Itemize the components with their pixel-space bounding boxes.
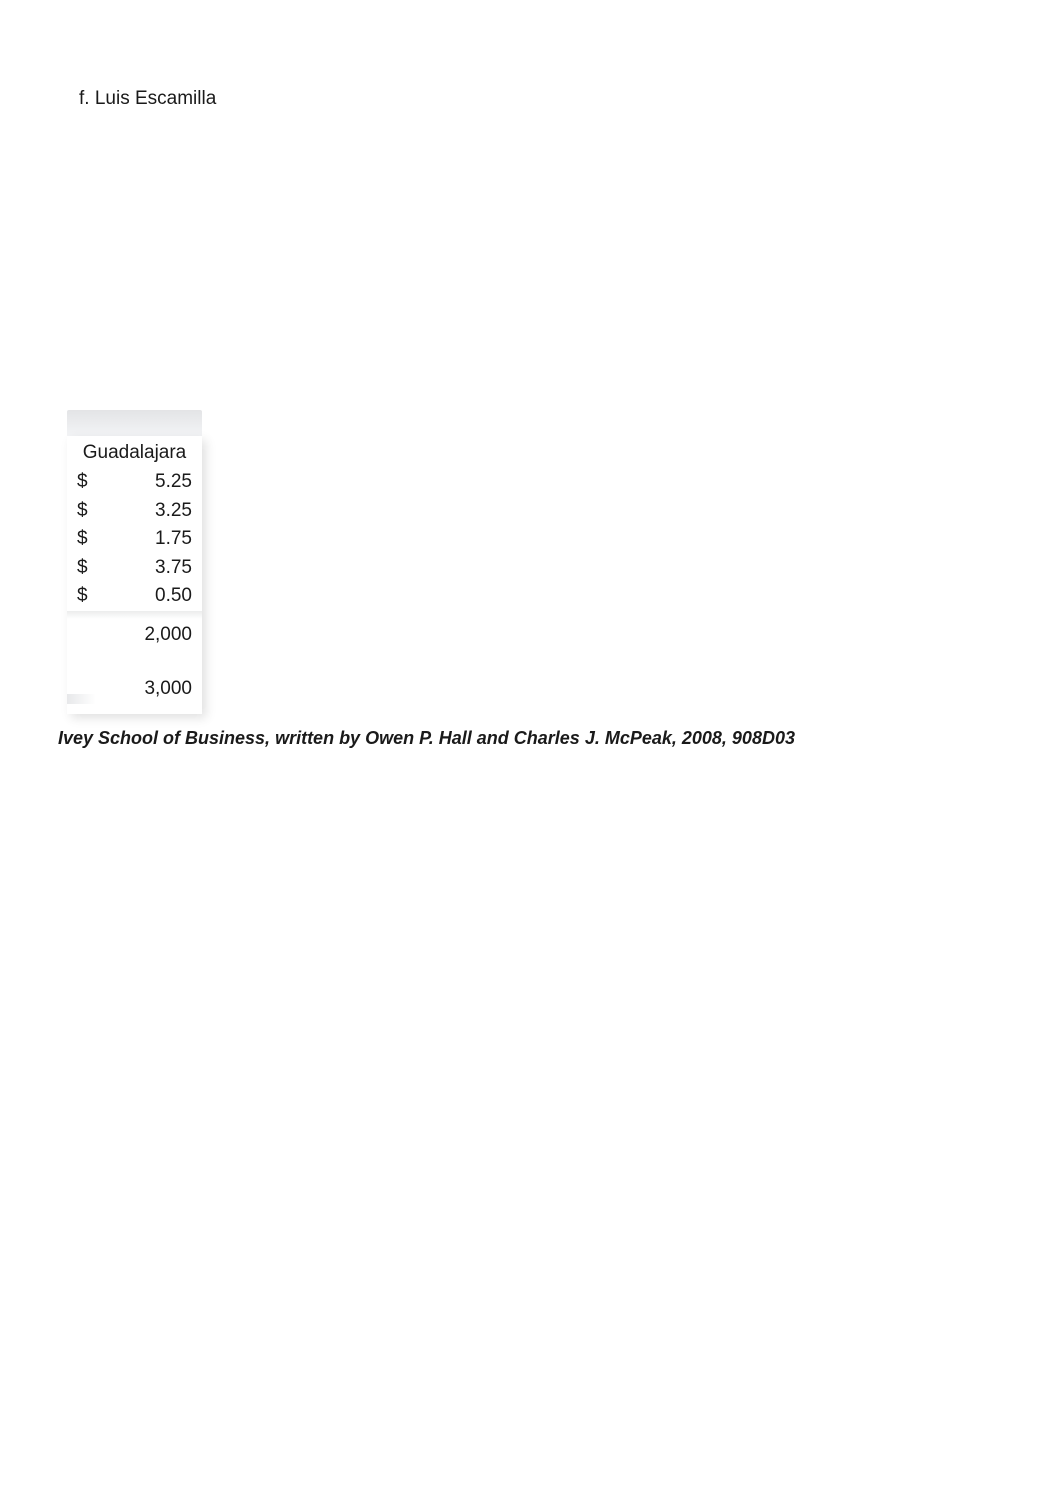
- currency-symbol: $: [77, 554, 95, 583]
- data-table: Guadalajara $ 5.25 $ 3.25 $ 1.75 $ 3.75 …: [67, 410, 202, 714]
- column-header: Guadalajara: [67, 436, 202, 468]
- citation-text: Ivey School of Business, written by Owen…: [58, 728, 795, 749]
- table-row: 2,000: [67, 621, 202, 650]
- document-page: f. Luis Escamilla Guadalajara $ 5.25 $ 3…: [0, 0, 1062, 1506]
- cell-value: 1.75: [95, 525, 192, 554]
- currency-symbol: $: [77, 497, 95, 526]
- table-top-shadow: [67, 410, 202, 436]
- currency-symbol: $: [77, 525, 95, 554]
- spacer: [67, 704, 202, 714]
- table-row: $ 5.25: [67, 468, 202, 497]
- table-row: $ 1.75: [67, 525, 202, 554]
- cell-value: 0.50: [95, 582, 192, 611]
- currency-symbol: $: [77, 582, 95, 611]
- cell-value: 5.25: [95, 468, 192, 497]
- cell-value: 3.75: [95, 554, 192, 583]
- cell-value: 3.25: [95, 497, 192, 526]
- currency-symbol: $: [77, 468, 95, 497]
- table-row: $ 0.50: [67, 582, 202, 611]
- page-header-text: f. Luis Escamilla: [79, 88, 216, 110]
- table-row: $ 3.75: [67, 554, 202, 583]
- spacer: [67, 649, 202, 675]
- spacer: [67, 611, 202, 621]
- cell-value: 2,000: [77, 621, 192, 650]
- table-row: $ 3.25: [67, 497, 202, 526]
- table-bottom-shade: [67, 694, 115, 704]
- table-body: Guadalajara $ 5.25 $ 3.25 $ 1.75 $ 3.75 …: [67, 436, 202, 714]
